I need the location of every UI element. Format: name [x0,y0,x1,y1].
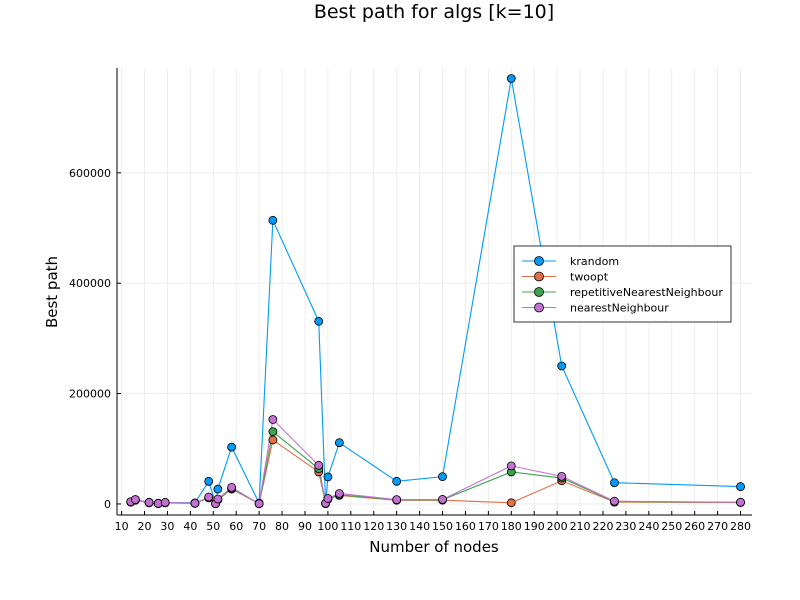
x-tick-label: 280 [730,520,751,533]
legend-marker [534,256,544,266]
data-point [392,495,402,505]
legend-marker [534,271,544,282]
data-point [438,472,447,482]
x-tick-label: 30 [160,520,174,533]
legend-item: twoopt [522,271,609,284]
data-point [610,496,619,506]
y-tick-label: 0 [104,498,111,511]
x-tick-label: 40 [183,520,197,533]
x-tick-label: 210 [570,520,591,533]
x-tick-label: 200 [547,520,568,533]
x-tick-label: 230 [615,520,636,533]
data-point [323,494,333,503]
data-point [736,497,745,507]
series-markers-nearestNeighbour [126,415,745,509]
x-tick-label: 90 [298,520,312,533]
data-point [227,483,237,492]
legend-label: repetitiveNearestNeighbour [570,286,723,299]
data-point [323,472,333,482]
x-tick-label: 140 [409,520,430,533]
data-point [268,415,278,424]
x-tick-label: 240 [638,520,659,533]
data-point [268,435,278,445]
data-point [314,316,324,326]
series-layer [126,74,745,509]
x-tick-label: 100 [317,520,338,533]
y-tick-label: 600000 [69,167,111,180]
data-point [334,489,344,498]
data-point [130,495,140,504]
x-tick-label: 130 [386,520,407,533]
data-point [557,471,567,481]
legend-item: repetitiveNearestNeighbour [522,286,723,299]
data-point [213,494,223,504]
data-point [392,476,402,486]
x-tick-label: 150 [432,520,453,533]
legend-box [513,245,732,323]
data-point [314,460,324,470]
data-point [204,492,214,502]
x-tick-label: 80 [275,520,289,533]
legend-label: nearestNeighbour [570,302,669,315]
x-tick-label: 180 [501,520,522,533]
legend: krandom twoopt repetitiveNearestNeighbour n… [513,245,732,323]
x-tick-label: 50 [206,520,220,533]
data-point [144,498,154,507]
y-axis-label: Best path [43,256,61,328]
legend-marker [534,302,544,313]
x-tick-label: 70 [252,520,266,533]
x-tick-label: 60 [229,520,243,533]
x-tick-label: 250 [661,520,682,533]
data-point [506,461,516,471]
data-point [254,499,264,509]
x-tick-label: 220 [592,520,613,533]
data-point [438,495,447,504]
legend-marker [534,287,544,297]
data-point [160,498,170,507]
x-tick-label: 160 [455,520,476,533]
data-point [736,482,745,491]
x-tick-label: 120 [363,520,384,533]
axis-layer: 10 20 30 40 50 60 70 80 90 100 110 120 130 140 150 160 1… [69,68,752,533]
data-point [506,498,516,508]
y-tick-label: 200000 [69,388,111,401]
chart-title: Best path for algs [k=10] [314,1,554,23]
data-point [268,427,278,437]
legend-item: krandom [522,255,619,268]
legend-label: krandom [570,255,619,268]
data-point [190,498,200,508]
data-point [557,361,567,371]
x-tick-label: 10 [115,520,129,533]
y-tick-label: 400000 [69,277,111,290]
x-tick-label: 190 [524,520,545,533]
data-point [610,478,619,488]
legend-label: twoopt [570,271,609,284]
data-point [334,438,344,448]
data-point [213,484,223,494]
data-point [227,442,237,452]
x-axis-label: Number of nodes [369,538,499,556]
x-tick-label: 110 [340,520,361,533]
x-tick-label: 20 [138,520,152,533]
x-tick-label: 260 [684,520,705,533]
x-tick-label: 170 [478,520,499,533]
data-point [506,74,516,83]
legend-item: nearestNeighbour [522,302,669,315]
data-point [268,215,278,225]
data-point [204,476,214,486]
x-tick-label: 270 [707,520,728,533]
